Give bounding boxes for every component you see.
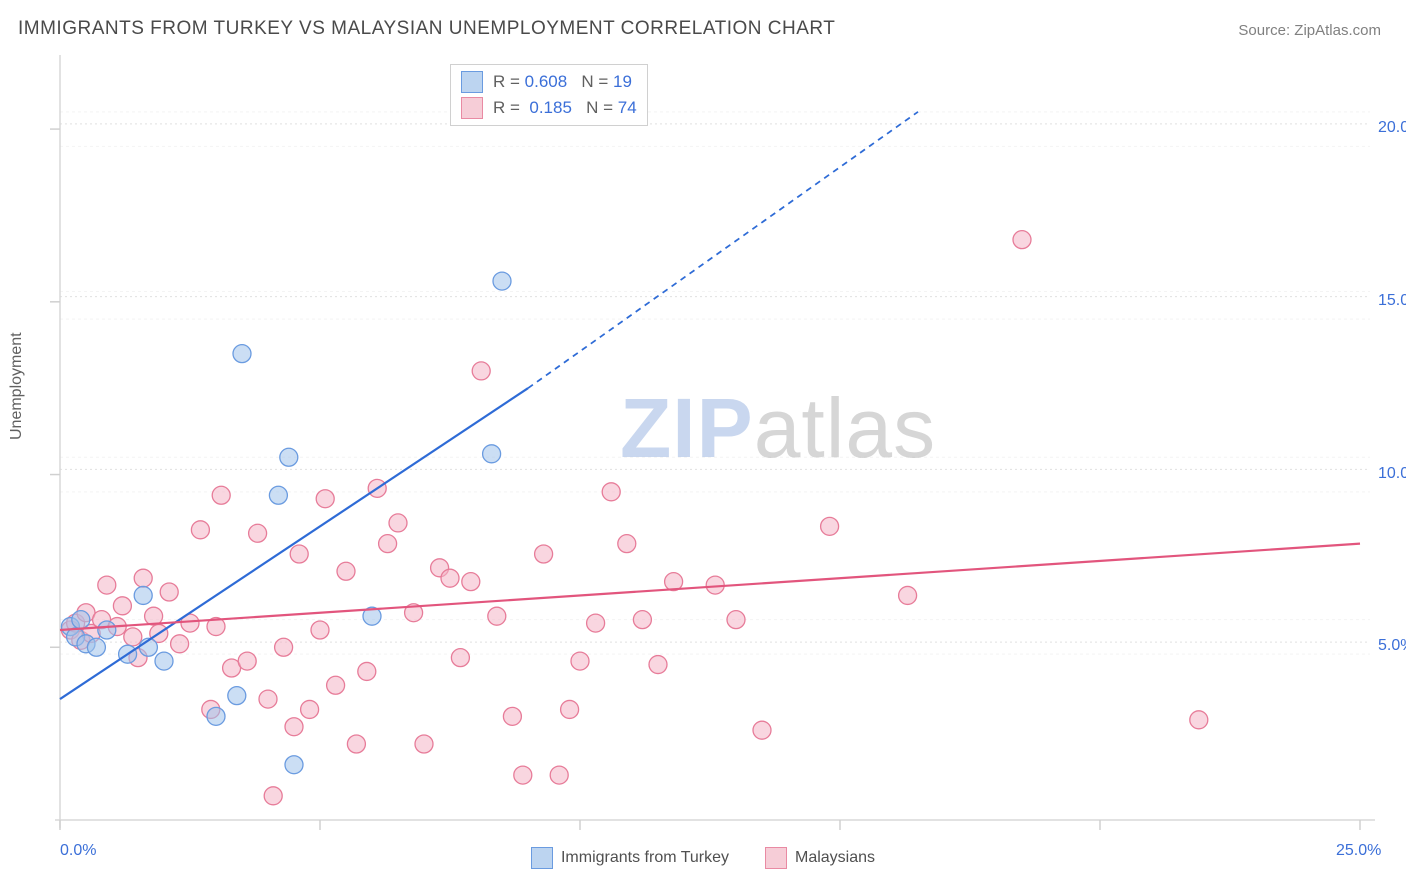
data-point bbox=[441, 569, 459, 587]
y-tick-label: 20.0% bbox=[1378, 119, 1406, 137]
data-point bbox=[269, 486, 287, 504]
data-point bbox=[212, 486, 230, 504]
data-point bbox=[285, 718, 303, 736]
data-point bbox=[821, 517, 839, 535]
data-point bbox=[171, 635, 189, 653]
n-label: N = bbox=[572, 95, 618, 121]
data-point bbox=[337, 562, 355, 580]
data-point bbox=[561, 700, 579, 718]
data-point bbox=[285, 756, 303, 774]
data-point bbox=[98, 576, 116, 594]
data-point bbox=[238, 652, 256, 670]
x-tick-label: 0.0% bbox=[60, 842, 96, 860]
correlation-legend-row: R = 0.185 N = 74 bbox=[461, 95, 637, 121]
n-value: 74 bbox=[618, 95, 637, 121]
data-point bbox=[155, 652, 173, 670]
correlation-legend: R = 0.608 N = 19R = 0.185 N = 74 bbox=[450, 64, 648, 126]
data-point bbox=[899, 586, 917, 604]
legend-item: Malaysians bbox=[765, 847, 875, 869]
r-value: 0.608 bbox=[525, 69, 568, 95]
data-point bbox=[1190, 711, 1208, 729]
data-point bbox=[347, 735, 365, 753]
data-point bbox=[379, 535, 397, 553]
data-point bbox=[228, 687, 246, 705]
legend-label: Immigrants from Turkey bbox=[561, 849, 729, 867]
data-point bbox=[633, 611, 651, 629]
data-point bbox=[535, 545, 553, 563]
data-point bbox=[618, 535, 636, 553]
legend-swatch bbox=[461, 97, 483, 119]
y-axis-title: Unemployment bbox=[8, 332, 26, 440]
data-point bbox=[275, 638, 293, 656]
data-point bbox=[134, 569, 152, 587]
r-value: 0.185 bbox=[525, 95, 572, 121]
data-point bbox=[462, 573, 480, 591]
data-point bbox=[72, 611, 90, 629]
data-point bbox=[301, 700, 319, 718]
scatter-plot bbox=[0, 0, 1406, 892]
r-label: R = bbox=[493, 69, 525, 95]
data-point bbox=[124, 628, 142, 646]
data-point bbox=[207, 707, 225, 725]
data-point bbox=[571, 652, 589, 670]
chart-container: { "title": "IMMIGRANTS FROM TURKEY VS MA… bbox=[0, 0, 1406, 892]
data-point bbox=[316, 490, 334, 508]
data-point bbox=[415, 735, 433, 753]
n-label: N = bbox=[567, 69, 613, 95]
data-point bbox=[649, 656, 667, 674]
legend-swatch bbox=[765, 847, 787, 869]
data-point bbox=[493, 272, 511, 290]
data-point bbox=[727, 611, 745, 629]
x-tick-label: 25.0% bbox=[1336, 842, 1381, 860]
legend-label: Malaysians bbox=[795, 849, 875, 867]
data-point bbox=[327, 676, 345, 694]
data-point bbox=[358, 662, 376, 680]
data-point bbox=[98, 621, 116, 639]
legend-item: Immigrants from Turkey bbox=[531, 847, 729, 869]
data-point bbox=[113, 597, 131, 615]
data-point bbox=[503, 707, 521, 725]
series-legend: Immigrants from Turkey Malaysians bbox=[0, 847, 1406, 874]
data-point bbox=[451, 649, 469, 667]
data-point bbox=[1013, 231, 1031, 249]
r-label: R = bbox=[493, 95, 525, 121]
trend-line bbox=[60, 544, 1360, 630]
data-point bbox=[87, 638, 105, 656]
data-point bbox=[483, 445, 501, 463]
data-point bbox=[134, 586, 152, 604]
data-point bbox=[249, 524, 267, 542]
data-point bbox=[514, 766, 532, 784]
data-point bbox=[488, 607, 506, 625]
legend-swatch bbox=[461, 71, 483, 93]
data-point bbox=[160, 583, 178, 601]
trend-line-extrapolated bbox=[528, 112, 918, 388]
y-tick-label: 15.0% bbox=[1378, 292, 1406, 310]
data-point bbox=[191, 521, 209, 539]
y-tick-label: 10.0% bbox=[1378, 465, 1406, 483]
data-point bbox=[280, 448, 298, 466]
correlation-legend-row: R = 0.608 N = 19 bbox=[461, 69, 637, 95]
data-point bbox=[602, 483, 620, 501]
data-point bbox=[264, 787, 282, 805]
data-point bbox=[587, 614, 605, 632]
data-point bbox=[389, 514, 407, 532]
data-point bbox=[233, 345, 251, 363]
data-point bbox=[259, 690, 277, 708]
legend-swatch bbox=[531, 847, 553, 869]
y-tick-label: 5.0% bbox=[1378, 637, 1406, 655]
n-value: 19 bbox=[613, 69, 632, 95]
data-point bbox=[753, 721, 771, 739]
data-point bbox=[290, 545, 308, 563]
data-point bbox=[472, 362, 490, 380]
data-point bbox=[311, 621, 329, 639]
data-point bbox=[550, 766, 568, 784]
